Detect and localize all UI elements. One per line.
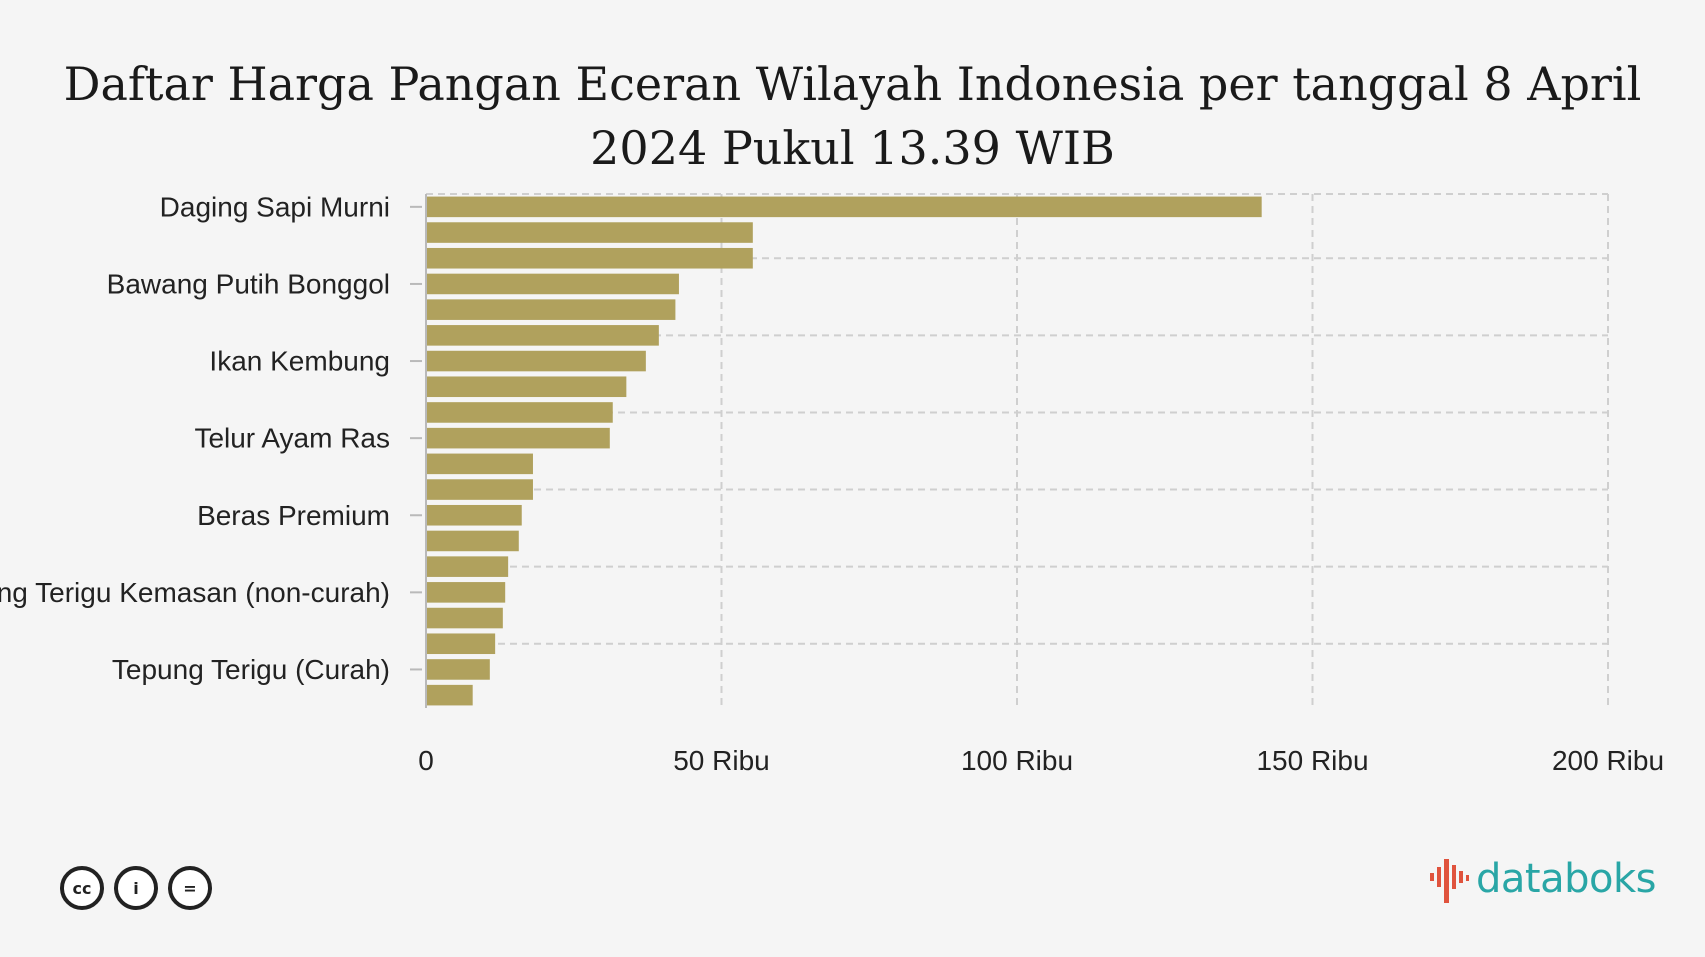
bar xyxy=(426,350,646,372)
bar xyxy=(426,299,676,320)
by-icon: i xyxy=(114,866,158,910)
cc-icon: cc xyxy=(60,866,104,910)
bar xyxy=(426,633,496,655)
grid-lines xyxy=(426,193,1609,708)
bar xyxy=(426,402,613,423)
bar xyxy=(426,453,533,475)
logo-mark-icon xyxy=(1430,859,1469,903)
x-tick-label: 150 Ribu xyxy=(1256,745,1368,776)
bar xyxy=(426,659,490,680)
bar xyxy=(426,196,1262,218)
x-tick-label: 50 Ribu xyxy=(673,745,770,776)
bars xyxy=(426,196,1262,706)
category-label: Tepung Terigu (Curah) xyxy=(112,654,390,685)
license-icons: cc i = xyxy=(60,866,212,910)
bar xyxy=(426,325,659,346)
chart-title: Daftar Harga Pangan Eceran Wilayah Indon… xyxy=(0,52,1705,180)
bar xyxy=(426,556,509,577)
bar xyxy=(426,273,679,295)
bar xyxy=(426,427,610,449)
brand-logo: databoks xyxy=(1428,855,1656,903)
bar xyxy=(426,222,753,243)
category-label: Daging Sapi Murni xyxy=(160,191,390,222)
x-tick-label: 200 Ribu xyxy=(1552,745,1664,776)
category-label: Bawang Putih Bonggol xyxy=(107,268,390,299)
category-label: Ikan Kembung xyxy=(209,346,390,377)
chart-title-line-2: 2024 Pukul 13.39 WIB xyxy=(590,121,1115,175)
bar xyxy=(426,530,519,552)
x-tick-label: 100 Ribu xyxy=(961,745,1073,776)
category-label: Tepung Terigu Kemasan (non-curah) xyxy=(0,577,390,608)
x-tick-label: 0 xyxy=(418,745,434,776)
bar xyxy=(426,376,627,398)
axes xyxy=(410,194,427,708)
bar xyxy=(426,582,506,603)
bar xyxy=(426,607,503,629)
chart-title-line-1: Daftar Harga Pangan Eceran Wilayah Indon… xyxy=(63,57,1642,111)
bar xyxy=(426,684,473,706)
bar xyxy=(426,504,522,526)
category-label: Beras Premium xyxy=(197,500,390,531)
nd-icon: = xyxy=(168,866,212,910)
bar xyxy=(426,479,533,500)
brand-name: databoks xyxy=(1476,856,1656,902)
labels: Daging Sapi Murni Bawang Putih Bonggol Ika… xyxy=(0,191,1664,776)
bar xyxy=(426,247,753,269)
category-label: Telur Ayam Ras xyxy=(194,423,390,454)
